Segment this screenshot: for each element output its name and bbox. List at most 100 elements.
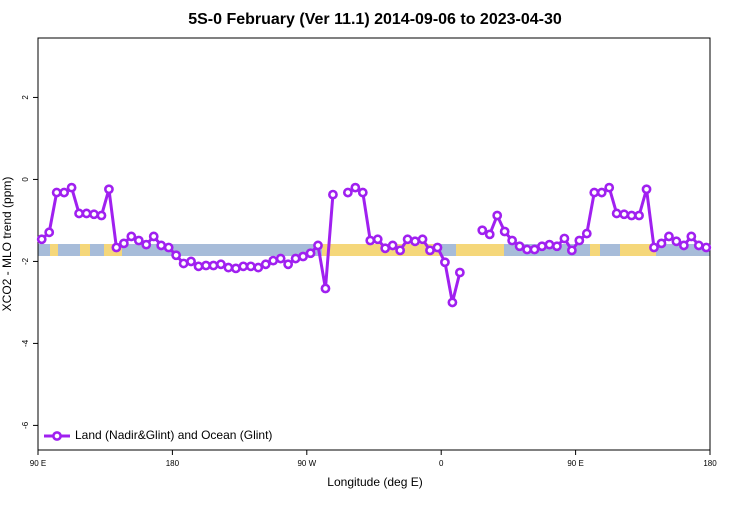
point <box>81 208 92 219</box>
point <box>223 262 234 273</box>
point <box>664 231 674 242</box>
point <box>290 253 301 264</box>
point <box>320 283 331 294</box>
point <box>260 259 271 270</box>
point <box>671 236 682 247</box>
point <box>387 240 398 251</box>
x-tick-label: 90 E <box>30 459 46 468</box>
point <box>36 234 47 245</box>
point <box>372 234 383 245</box>
y-tick-label: -6 <box>21 421 30 429</box>
chart-title: 5S-0 February (Ver 11.1) 2014-09-06 to 2… <box>188 11 562 28</box>
y-axis-label: XCO2 - MLO trend (ppm) <box>0 177 14 312</box>
point <box>328 189 338 200</box>
point <box>283 259 294 270</box>
point <box>589 187 600 198</box>
point <box>544 239 555 250</box>
point <box>44 227 55 238</box>
point <box>208 260 219 271</box>
point <box>596 187 607 198</box>
point <box>133 235 144 246</box>
point <box>701 242 712 253</box>
point <box>574 235 585 246</box>
plot-frame <box>37 37 711 451</box>
point <box>305 248 316 259</box>
point <box>454 267 465 278</box>
point <box>66 182 77 193</box>
y-tick-label: -4 <box>21 339 30 347</box>
point <box>514 241 525 252</box>
point <box>89 209 99 220</box>
point <box>238 261 249 272</box>
point <box>178 258 189 269</box>
point <box>395 245 406 256</box>
point <box>171 250 182 261</box>
point <box>537 241 547 252</box>
point <box>268 255 279 266</box>
point <box>626 210 637 221</box>
point <box>492 210 503 221</box>
point <box>275 253 286 264</box>
point <box>230 263 241 274</box>
point <box>552 241 562 252</box>
point <box>477 225 488 236</box>
point <box>111 242 122 253</box>
point <box>529 244 540 255</box>
point <box>507 235 518 246</box>
point <box>201 260 211 271</box>
point <box>410 236 420 247</box>
point <box>245 261 256 272</box>
point <box>380 243 391 254</box>
point <box>74 208 84 219</box>
point <box>678 240 689 251</box>
point <box>686 231 697 242</box>
point <box>402 234 413 245</box>
x-tick-label: 180 <box>703 459 717 468</box>
point <box>611 208 622 219</box>
point <box>148 231 159 242</box>
x-tick-label: 90 E <box>567 459 583 468</box>
point <box>693 240 704 251</box>
legend-marker <box>52 431 62 441</box>
point <box>342 187 353 198</box>
point <box>163 242 174 253</box>
point <box>447 297 458 308</box>
x-axis-label: Longitude (deg E) <box>327 475 422 489</box>
point <box>253 262 264 273</box>
land-band <box>50 244 58 256</box>
point <box>216 259 226 270</box>
x-tick-label: 90 W <box>297 459 316 468</box>
point <box>559 233 570 244</box>
point <box>118 238 129 249</box>
point <box>432 242 443 253</box>
point <box>656 238 667 249</box>
point <box>522 244 532 255</box>
point <box>357 187 368 198</box>
y-tick-label: 2 <box>21 95 30 100</box>
y-tick-label: 0 <box>21 177 30 182</box>
point <box>604 182 615 193</box>
point <box>156 240 167 251</box>
point <box>634 210 644 221</box>
point <box>641 184 652 195</box>
land-band <box>590 244 600 256</box>
point <box>417 234 428 245</box>
land-ocean-strip <box>38 244 710 256</box>
point <box>619 209 630 220</box>
point <box>298 251 308 262</box>
point <box>440 257 450 268</box>
point <box>96 210 107 221</box>
point <box>126 231 137 242</box>
point <box>186 256 196 267</box>
point <box>104 184 114 195</box>
point <box>193 261 204 272</box>
point <box>484 229 495 240</box>
point <box>581 228 592 239</box>
land-band <box>456 244 504 256</box>
x-tick-label: 180 <box>166 459 180 468</box>
point <box>141 239 152 250</box>
x-tick-label: 0 <box>439 459 444 468</box>
